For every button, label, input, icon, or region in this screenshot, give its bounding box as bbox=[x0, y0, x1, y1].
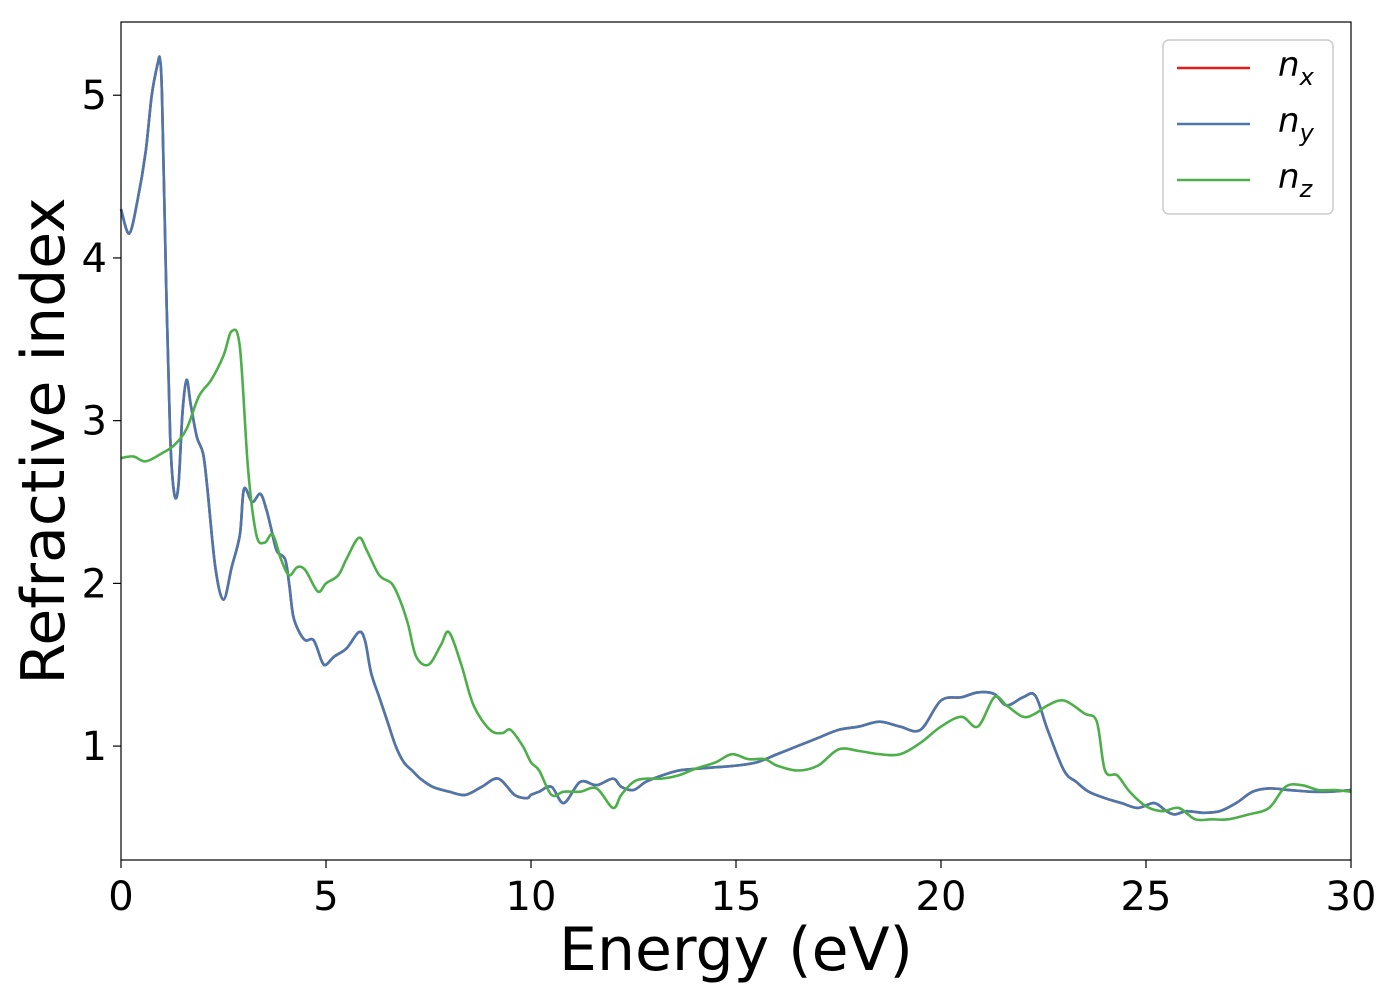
legend-box bbox=[1162, 39, 1334, 215]
y-tick-label: 2 bbox=[82, 561, 107, 607]
x-tick-label: 10 bbox=[506, 874, 557, 920]
series-line-n-y bbox=[119, 55, 1352, 816]
x-tick-label: 0 bbox=[108, 874, 133, 920]
y-axis: 1 2 3 4 5 bbox=[82, 73, 121, 770]
plot-area bbox=[119, 21, 1352, 861]
x-tick-label: 30 bbox=[1326, 874, 1377, 920]
y-tick-label: 1 bbox=[82, 724, 107, 770]
y-tick-label: 3 bbox=[82, 399, 107, 445]
legend: nx ny nz bbox=[1162, 39, 1334, 215]
legend-label-n-y: ny bbox=[1278, 101, 1315, 147]
series-line-n-z bbox=[120, 328, 1352, 822]
x-axis-label: Energy (eV) bbox=[559, 915, 913, 985]
x-tick-label: 5 bbox=[313, 874, 338, 920]
x-tick-label: 20 bbox=[916, 874, 967, 920]
series-layer bbox=[119, 55, 1352, 822]
y-tick-label: 4 bbox=[82, 236, 107, 282]
y-tick-label: 5 bbox=[82, 73, 107, 119]
x-tick-label: 15 bbox=[711, 874, 762, 920]
legend-label-n-x: nx bbox=[1278, 45, 1315, 91]
x-axis: 0 5 10 15 20 25 30 bbox=[108, 860, 1376, 920]
x-tick-label: 25 bbox=[1121, 874, 1172, 920]
y-axis-label: Refractive index bbox=[9, 197, 79, 684]
legend-label-n-z: nz bbox=[1278, 157, 1314, 203]
